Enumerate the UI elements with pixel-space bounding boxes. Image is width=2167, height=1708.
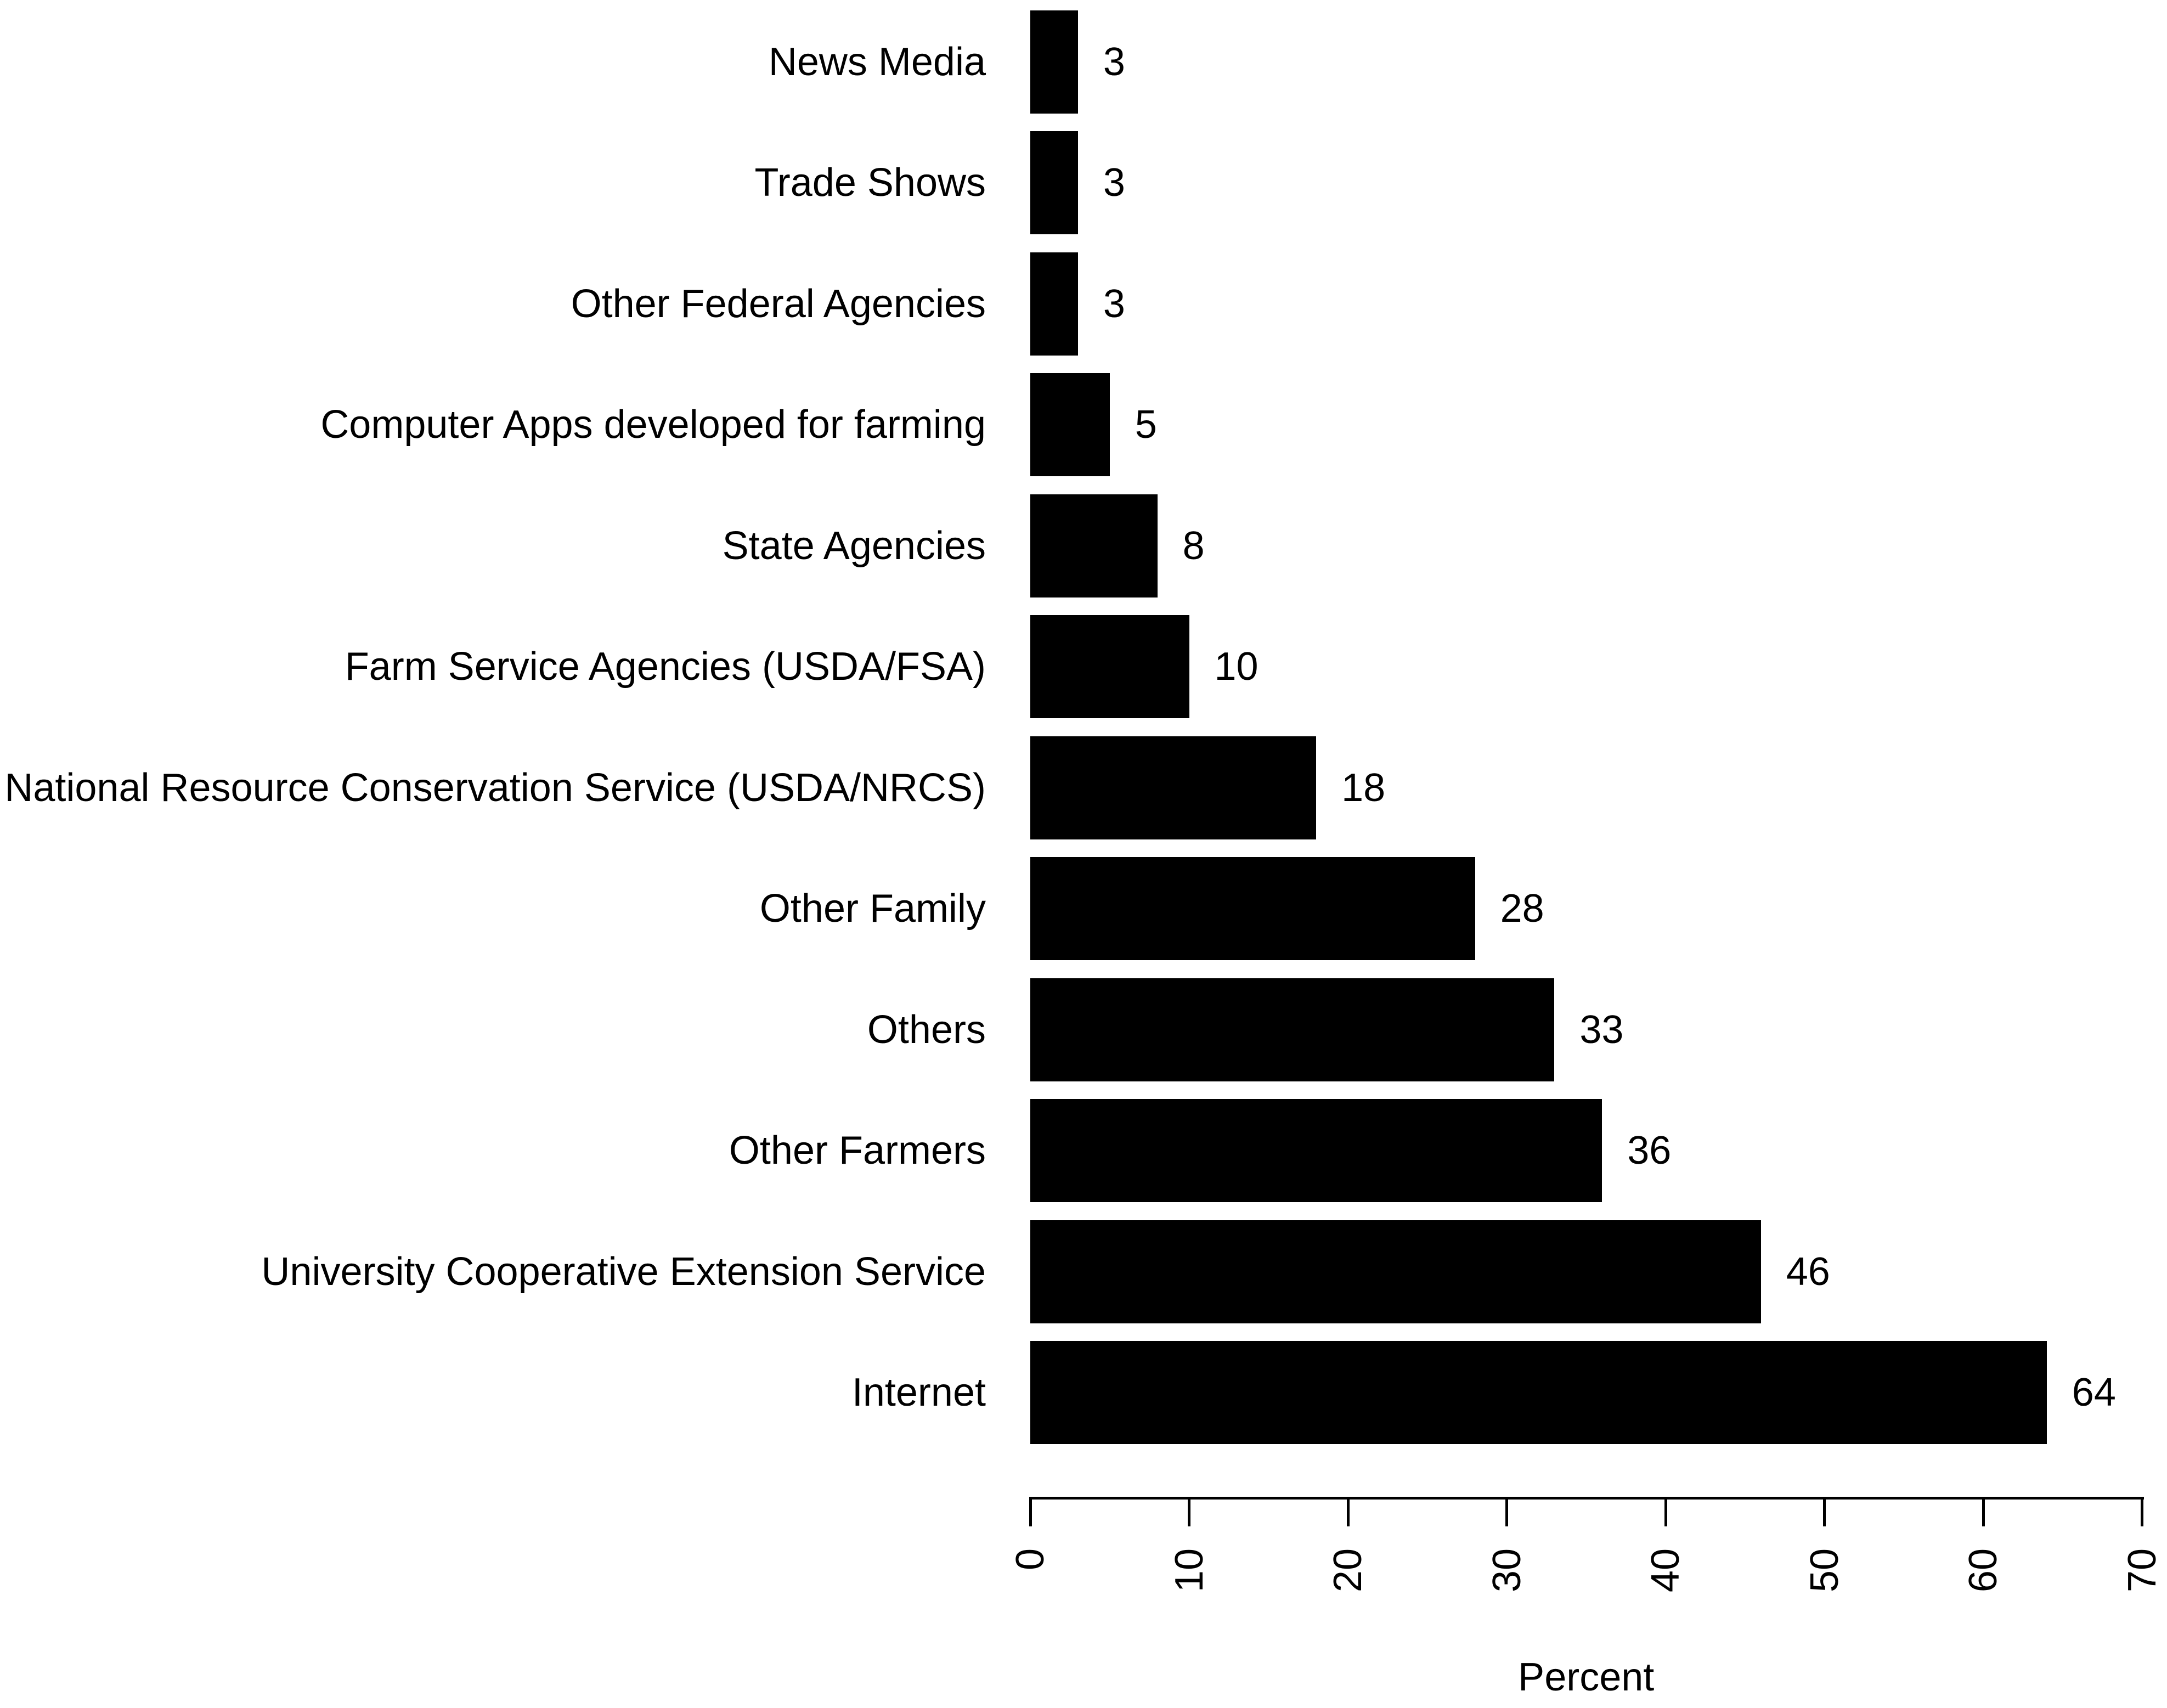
bar <box>1030 1340 2047 1444</box>
bar <box>1030 857 1475 961</box>
value-label: 3 <box>1103 281 1125 326</box>
axis-tick <box>1029 1497 1032 1526</box>
axis-tick <box>1188 1497 1190 1526</box>
axis-tick-label: 50 <box>1802 1548 1847 1593</box>
category-label: Others <box>867 1007 986 1052</box>
axis-tick <box>1982 1497 1985 1526</box>
value-label: 3 <box>1103 40 1125 84</box>
category-label: University Cooperative Extension Service <box>261 1249 986 1294</box>
category-label: Other Federal Agencies <box>571 281 986 326</box>
category-label: National Resource Conservation Service (… <box>4 765 986 810</box>
bar <box>1030 252 1078 356</box>
axis-tick-label: 10 <box>1167 1548 1211 1593</box>
bar <box>1030 131 1078 235</box>
axis-tick-label: 0 <box>1008 1548 1052 1571</box>
axis-tick <box>2141 1497 2143 1526</box>
axis-tick-label: 40 <box>1644 1548 1688 1593</box>
category-label: Farm Service Agencies (USDA/FSA) <box>345 645 986 689</box>
value-label: 18 <box>1341 765 1386 810</box>
value-label: 8 <box>1182 523 1205 568</box>
category-label: Internet <box>851 1370 986 1414</box>
value-label: 10 <box>1214 645 1259 689</box>
value-label: 46 <box>1786 1249 1830 1294</box>
axis-tick <box>1664 1497 1667 1526</box>
bar <box>1030 736 1317 839</box>
axis-tick <box>1505 1497 1508 1526</box>
bar <box>1030 10 1078 114</box>
category-label: Other Farmers <box>729 1129 986 1173</box>
x-axis-title: Percent <box>1518 1655 1655 1699</box>
bar <box>1030 1220 1761 1323</box>
x-axis-line <box>1029 1497 2144 1500</box>
category-label: State Agencies <box>722 523 986 568</box>
axis-tick-label: 30 <box>1485 1548 1529 1593</box>
axis-tick <box>1823 1497 1826 1526</box>
value-label: 3 <box>1103 161 1125 205</box>
axis-tick-label: 70 <box>2120 1548 2164 1593</box>
bar <box>1030 494 1158 597</box>
category-label: News Media <box>768 40 986 84</box>
value-label: 64 <box>2072 1370 2116 1414</box>
bar <box>1030 1099 1602 1203</box>
value-label: 5 <box>1135 403 1157 447</box>
value-label: 33 <box>1579 1007 1624 1052</box>
bar <box>1030 373 1110 477</box>
axis-tick-label: 20 <box>1326 1548 1370 1593</box>
category-label: Trade Shows <box>754 161 986 205</box>
value-label: 36 <box>1627 1129 1672 1173</box>
category-label: Computer Apps developed for farming <box>320 403 986 447</box>
bar <box>1030 978 1555 1081</box>
bar <box>1030 615 1189 719</box>
category-label: Other Family <box>759 887 986 931</box>
value-label: 28 <box>1500 887 1544 931</box>
axis-tick-label: 60 <box>1961 1548 2005 1593</box>
axis-tick <box>1346 1497 1350 1526</box>
